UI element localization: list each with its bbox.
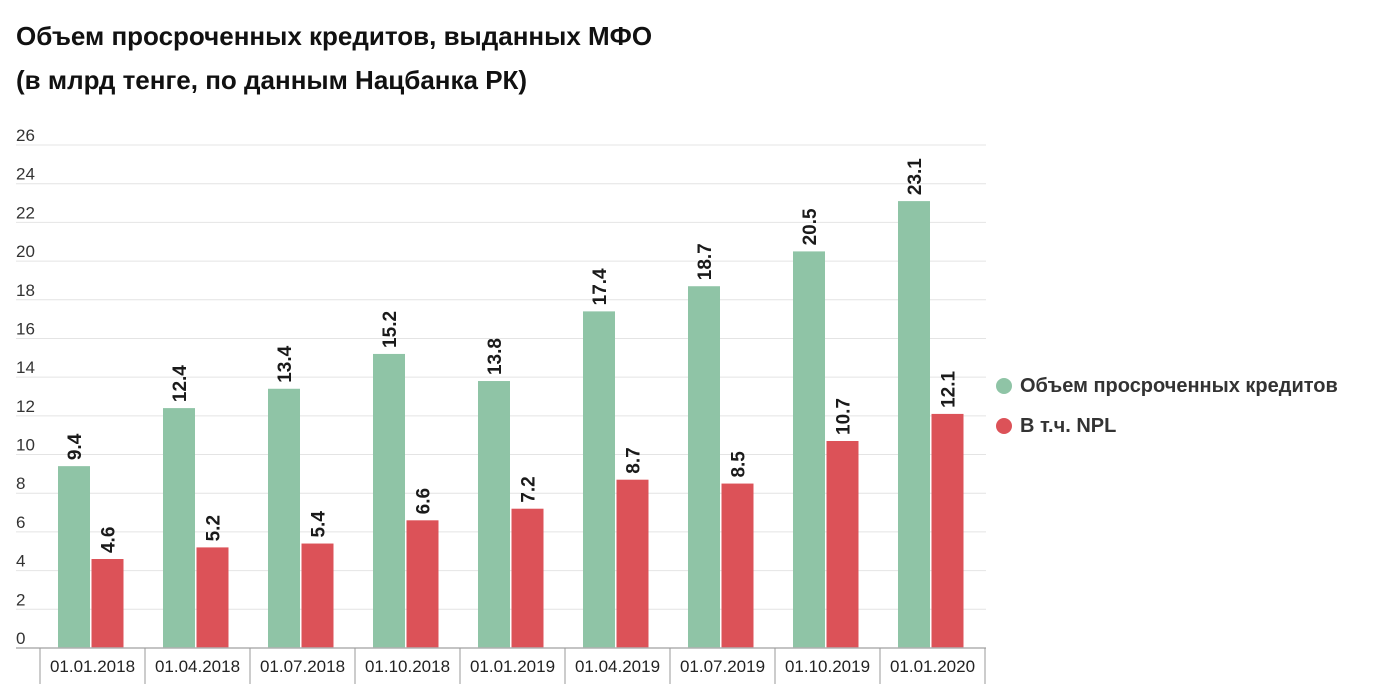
bar-npl xyxy=(826,440,859,648)
y-tick-label: 14 xyxy=(16,358,35,377)
legend: Объем просроченных кредитов В т.ч. NPL xyxy=(996,366,1338,446)
x-tick-label: 01.04.2018 xyxy=(155,657,240,676)
x-tick-label: 01.04.2019 xyxy=(575,657,660,676)
bar-npl xyxy=(616,479,649,648)
data-label-total: 23.1 xyxy=(905,158,926,195)
bar-total xyxy=(163,408,195,648)
data-label-npl: 6.6 xyxy=(414,488,435,514)
x-tick-label: 01.01.2018 xyxy=(50,657,135,676)
data-label-npl: 7.2 xyxy=(519,476,540,502)
data-label-total: 9.4 xyxy=(65,433,86,460)
data-label-npl: 8.5 xyxy=(729,451,750,478)
x-tick-label: 01.07.2019 xyxy=(680,657,765,676)
data-label-total: 18.7 xyxy=(695,243,716,280)
bar-npl xyxy=(91,559,124,648)
data-label-total: 13.8 xyxy=(485,338,506,375)
bar-total xyxy=(373,353,405,648)
data-label-npl: 8.7 xyxy=(624,447,645,473)
data-label-npl: 5.4 xyxy=(309,511,330,538)
bar-total xyxy=(793,251,825,648)
y-tick-label: 18 xyxy=(16,281,35,300)
y-tick-label: 20 xyxy=(16,242,35,261)
data-label-npl: 10.7 xyxy=(834,398,855,435)
y-tick-label: 10 xyxy=(16,436,35,455)
y-tick-label: 6 xyxy=(16,513,25,532)
legend-marker-total xyxy=(996,378,1012,394)
chart-title-line-1: Объем просроченных кредитов, выданных МФ… xyxy=(16,21,653,51)
data-label-total: 12.4 xyxy=(170,365,191,402)
legend-marker-npl xyxy=(996,418,1012,434)
data-labels: 9.4 4.6 12.4 5.2 13.4 5.4 15.2 6.6 13.8 7.2 17.4 8.… xyxy=(65,158,960,553)
y-tick-label: 2 xyxy=(16,590,25,609)
data-label-total: 15.2 xyxy=(380,311,401,348)
data-label-total: 20.5 xyxy=(800,208,821,245)
bar-npl xyxy=(721,483,754,648)
bar-npl xyxy=(931,413,964,648)
legend-label-npl: В т.ч. NPL xyxy=(1020,414,1117,437)
y-tick-label: 16 xyxy=(16,319,35,338)
bar-total xyxy=(268,388,300,648)
y-tick-label: 12 xyxy=(16,397,35,416)
x-tick-label: 01.01.2019 xyxy=(470,657,555,676)
bar-total xyxy=(58,466,90,648)
data-label-npl: 5.2 xyxy=(204,515,225,541)
bar-npl xyxy=(406,520,439,648)
legend-label-total: Объем просроченных кредитов xyxy=(1020,374,1338,397)
y-tick-label: 24 xyxy=(16,165,35,184)
y-tick-label: 8 xyxy=(16,474,25,493)
data-label-npl: 4.6 xyxy=(99,527,120,553)
chart-title: Объем просроченных кредитов, выданных МФ… xyxy=(16,14,652,102)
bar-npl xyxy=(301,543,334,648)
y-tick-label: 22 xyxy=(16,203,35,222)
bar-total xyxy=(688,286,720,648)
bars xyxy=(58,201,964,648)
bar-total xyxy=(478,381,510,648)
x-tick-label: 01.01.2020 xyxy=(890,657,975,676)
y-tick-label: 4 xyxy=(16,552,25,571)
bar-total xyxy=(898,201,930,648)
data-label-total: 13.4 xyxy=(275,345,296,382)
x-tick-label: 01.07.2018 xyxy=(260,657,345,676)
chart-title-line-2: (в млрд тенге, по данным Нацбанка РК) xyxy=(16,65,528,95)
bar-npl xyxy=(196,547,229,648)
data-label-npl: 12.1 xyxy=(939,370,960,407)
y-tick-label: 0 xyxy=(16,629,25,648)
data-label-total: 17.4 xyxy=(590,268,611,305)
legend-item-total: Объем просроченных кредитов xyxy=(996,366,1338,406)
x-axis: 01.01.2018 01.04.2018 01.07.2018 01.10.2018… xyxy=(16,647,986,684)
y-tick-label: 26 xyxy=(16,126,35,145)
bar-npl xyxy=(511,508,544,648)
x-tick-label: 01.10.2018 xyxy=(365,657,450,676)
legend-item-npl: В т.ч. NPL xyxy=(996,406,1338,446)
x-tick-label: 01.10.2019 xyxy=(785,657,870,676)
bar-total xyxy=(583,311,615,648)
